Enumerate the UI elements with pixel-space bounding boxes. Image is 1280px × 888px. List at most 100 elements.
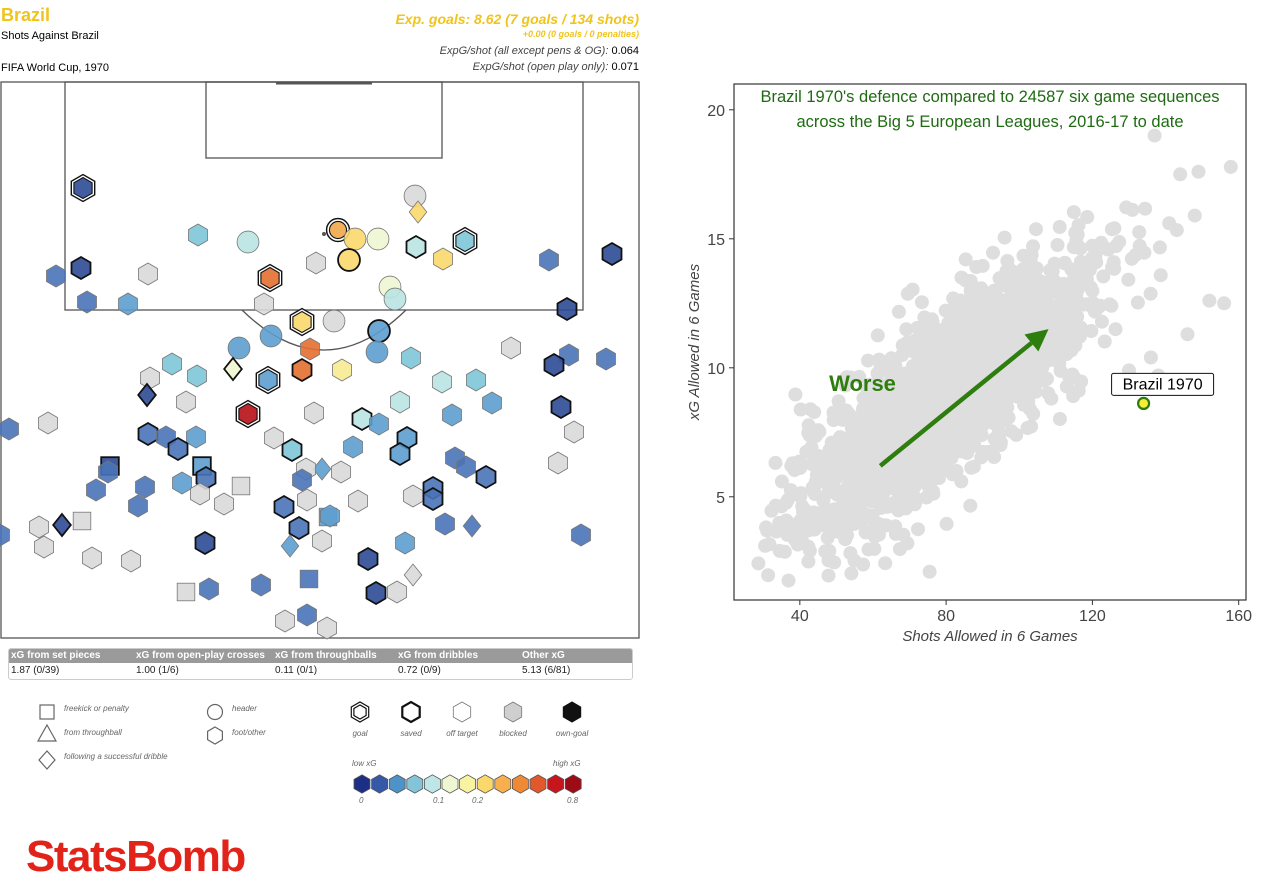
shot-saved [70, 255, 92, 281]
sequence-point [768, 498, 783, 513]
shot-off-target [188, 223, 208, 247]
xg-open-play: ExpG/shot (open play only): 0.071 [473, 61, 639, 73]
sequence-point [941, 369, 956, 384]
sequence-point [924, 312, 939, 327]
shot-off-target [306, 251, 326, 275]
sequence-point [1004, 424, 1019, 439]
sequence-point [787, 463, 802, 477]
six-yard-box [205, 81, 443, 159]
sequence-point [1026, 239, 1040, 254]
sequence-point [1003, 281, 1018, 296]
shot-off-target [403, 563, 423, 587]
scatter-title-line2: across the Big 5 European Leagues, 2016-… [796, 113, 1183, 131]
sequence-point [967, 438, 982, 453]
legend-low-xg: low xG [352, 759, 376, 768]
sequence-point [780, 492, 795, 507]
sequence-point [768, 455, 783, 470]
shot-off-target [135, 475, 155, 499]
sequence-point [993, 332, 1008, 347]
shot-off-target [466, 368, 486, 392]
sequence-point [911, 522, 925, 537]
shot-off-target [38, 411, 58, 435]
sequence-point [1017, 397, 1031, 412]
shot-off-target [548, 451, 568, 475]
shot-off-target [186, 425, 206, 449]
sequence-point [821, 568, 836, 583]
xg-color-swatch [529, 774, 547, 794]
shot-saved [389, 441, 411, 467]
xg-color-swatch [406, 774, 424, 794]
scatter-title-line1: Brazil 1970's defence compared to 24587 … [760, 88, 1219, 106]
sequence-point [827, 502, 842, 517]
shot-off-target [369, 412, 389, 436]
shot-saved [550, 394, 572, 420]
shot-off-target [297, 603, 317, 627]
sequence-point [1065, 285, 1080, 299]
brazil-1970-point: Brazil 1970 [1111, 372, 1215, 411]
sequence-point [887, 495, 902, 510]
sequence-point [855, 410, 870, 425]
shot-off-target [121, 549, 141, 573]
sequence-point [1024, 419, 1039, 434]
shot-off-target [0, 417, 19, 441]
shot-legend: freekick or penalty from throughball fol… [36, 700, 588, 805]
sequence-point [1152, 240, 1167, 255]
shot-off-target [259, 324, 283, 348]
sequence-point [1015, 330, 1030, 345]
circle-legend-icon [206, 703, 224, 721]
sequence-point [879, 518, 894, 533]
xg-color-swatch [353, 774, 371, 794]
sequence-point [918, 406, 933, 421]
sequence-point [954, 474, 969, 489]
sequence-point [1014, 292, 1029, 307]
sequence-point [1001, 410, 1016, 425]
shot-off-target [162, 352, 182, 376]
shot-saved [281, 437, 303, 463]
sequence-point [1132, 238, 1147, 253]
sequence-point [841, 407, 856, 421]
sequence-point [900, 339, 915, 354]
sequence-point [799, 444, 814, 459]
shot-off-target [86, 478, 106, 502]
sequence-point [807, 487, 822, 501]
sequence-point [1096, 269, 1111, 284]
sequence-point [826, 482, 841, 496]
shot-saved [367, 319, 391, 343]
sequence-point [892, 430, 907, 445]
shot-off-target [118, 292, 138, 316]
sequence-point [924, 451, 939, 466]
sequence-point [1026, 406, 1041, 421]
sequence-point [915, 467, 930, 482]
sequence-point [1064, 262, 1079, 277]
sequence-point [933, 328, 948, 342]
shot-off-target [322, 309, 346, 333]
square-legend-icon [39, 704, 55, 720]
shot-off-target [231, 476, 251, 496]
sequence-point [1191, 164, 1206, 179]
competition-label: FIFA World Cup, 1970 [1, 62, 110, 74]
sequence-point [1094, 314, 1109, 329]
sequence-point [751, 556, 766, 571]
sequence-point [774, 474, 789, 489]
shot-off-target [128, 494, 148, 518]
sequence-point [986, 416, 1001, 431]
sequence-point [1052, 412, 1067, 426]
stat-header-other: Other xG [522, 650, 565, 661]
sequence-point [979, 446, 994, 461]
sequence-point [953, 347, 967, 362]
highlight-marker [1137, 396, 1151, 411]
x-tick-label: 80 [937, 608, 955, 625]
shot-off-target [77, 290, 97, 314]
shot-off-target [292, 468, 312, 492]
legend-tick-08: 0.8 [567, 796, 579, 805]
outcome-icon-2 [452, 701, 472, 723]
sequence-point [938, 451, 953, 466]
sequence-point [986, 245, 1000, 260]
sequence-point [781, 573, 796, 588]
y-axis-label: xG Allowed in 6 Games [686, 263, 703, 421]
sequence-point [1173, 167, 1188, 182]
shot-goal [73, 176, 93, 200]
sequence-point [1016, 278, 1031, 293]
sequence-point [822, 544, 837, 558]
shot-off-target [408, 200, 428, 224]
